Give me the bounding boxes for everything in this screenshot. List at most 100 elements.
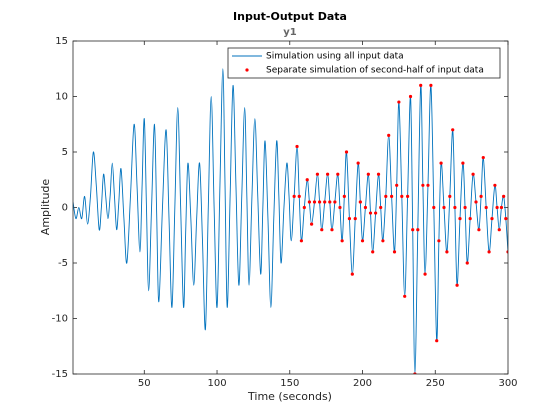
data-point — [458, 217, 462, 221]
x-tick-label: 100 — [207, 378, 226, 389]
x-tick-label: 300 — [498, 378, 517, 389]
data-point — [468, 217, 472, 221]
data-point — [484, 205, 488, 210]
y-tick-label: 0 — [62, 203, 68, 214]
data-point — [363, 205, 368, 210]
data-point — [307, 200, 312, 204]
data-point — [495, 205, 499, 210]
data-point — [490, 217, 494, 221]
data-point — [371, 250, 375, 254]
data-point — [368, 211, 373, 215]
data-point — [340, 239, 344, 243]
data-point — [455, 283, 459, 287]
data-point — [416, 228, 420, 232]
data-point — [315, 172, 320, 176]
data-point — [353, 217, 357, 221]
data-point — [305, 178, 309, 182]
data-point — [481, 155, 485, 160]
data-point — [471, 172, 475, 176]
data-point — [295, 144, 299, 149]
data-point — [320, 228, 324, 232]
data-point — [333, 200, 337, 204]
data-point — [366, 172, 370, 176]
chart-title: Input-Output Data — [233, 10, 347, 23]
data-point — [497, 228, 501, 232]
data-point — [328, 200, 332, 204]
data-point — [419, 83, 423, 87]
legend-box — [227, 47, 501, 79]
data-point — [423, 272, 427, 276]
data-point — [465, 261, 469, 265]
data-point — [445, 250, 449, 254]
data-point — [356, 161, 360, 165]
data-point — [504, 217, 508, 221]
data-point — [325, 172, 330, 176]
data-point — [397, 100, 401, 104]
data-point — [299, 239, 304, 243]
data-point — [453, 205, 457, 210]
legend-label: Simulation using all input data — [266, 52, 404, 62]
data-point — [387, 133, 391, 137]
plot-area — [73, 68, 508, 374]
y-tick-label: 15 — [55, 36, 68, 47]
data-point — [432, 205, 436, 210]
legend-label: Separate simulation of second-half of in… — [266, 66, 484, 76]
data-point — [336, 172, 340, 176]
legend-marker — [245, 68, 249, 72]
data-point — [292, 194, 296, 198]
chart-subtitle: y1 — [283, 27, 297, 38]
data-point — [379, 205, 383, 210]
data-point — [463, 205, 467, 210]
data-point — [499, 205, 504, 210]
data-point — [309, 222, 314, 226]
data-point — [437, 239, 441, 243]
data-point — [435, 339, 439, 343]
data-point — [421, 183, 425, 187]
data-point — [323, 200, 327, 204]
x-tick-label: 200 — [353, 378, 372, 389]
data-point — [400, 194, 404, 198]
data-point — [360, 239, 365, 243]
data-point — [392, 250, 397, 254]
x-tick-label: 50 — [138, 378, 151, 389]
data-point — [350, 272, 354, 276]
data-point — [448, 194, 452, 198]
x-axis-label: Time (seconds) — [247, 390, 332, 403]
data-point — [442, 205, 446, 210]
data-point — [347, 217, 352, 221]
data-point — [479, 194, 483, 198]
data-point — [344, 150, 349, 154]
data-point — [406, 194, 410, 198]
data-point — [302, 205, 306, 210]
data-point — [502, 194, 506, 198]
data-point — [390, 194, 394, 198]
data-point — [426, 183, 430, 187]
data-point — [474, 200, 478, 204]
data-point — [451, 128, 455, 132]
data-point — [317, 200, 322, 204]
data-point — [477, 228, 481, 232]
data-point — [429, 83, 433, 87]
data-point — [461, 161, 465, 165]
data-point — [338, 205, 342, 210]
axes-box — [72, 40, 509, 375]
data-point — [312, 200, 317, 204]
data-point — [487, 250, 491, 254]
y-tick-label: 10 — [55, 92, 68, 103]
data-point — [376, 172, 381, 176]
y-tick-label: -10 — [52, 314, 68, 325]
data-point — [395, 183, 399, 187]
y-tick-label: 5 — [62, 147, 68, 158]
data-point — [408, 94, 413, 99]
data-point — [411, 228, 415, 232]
data-point — [493, 183, 497, 187]
x-tick-label: 150 — [280, 378, 299, 389]
data-point — [384, 194, 388, 198]
data-point — [439, 161, 443, 165]
data-point — [381, 239, 385, 243]
data-point — [330, 228, 334, 232]
data-point — [342, 194, 346, 198]
y-axis-label: Amplitude — [39, 179, 52, 236]
x-tick-label: 250 — [426, 378, 445, 389]
